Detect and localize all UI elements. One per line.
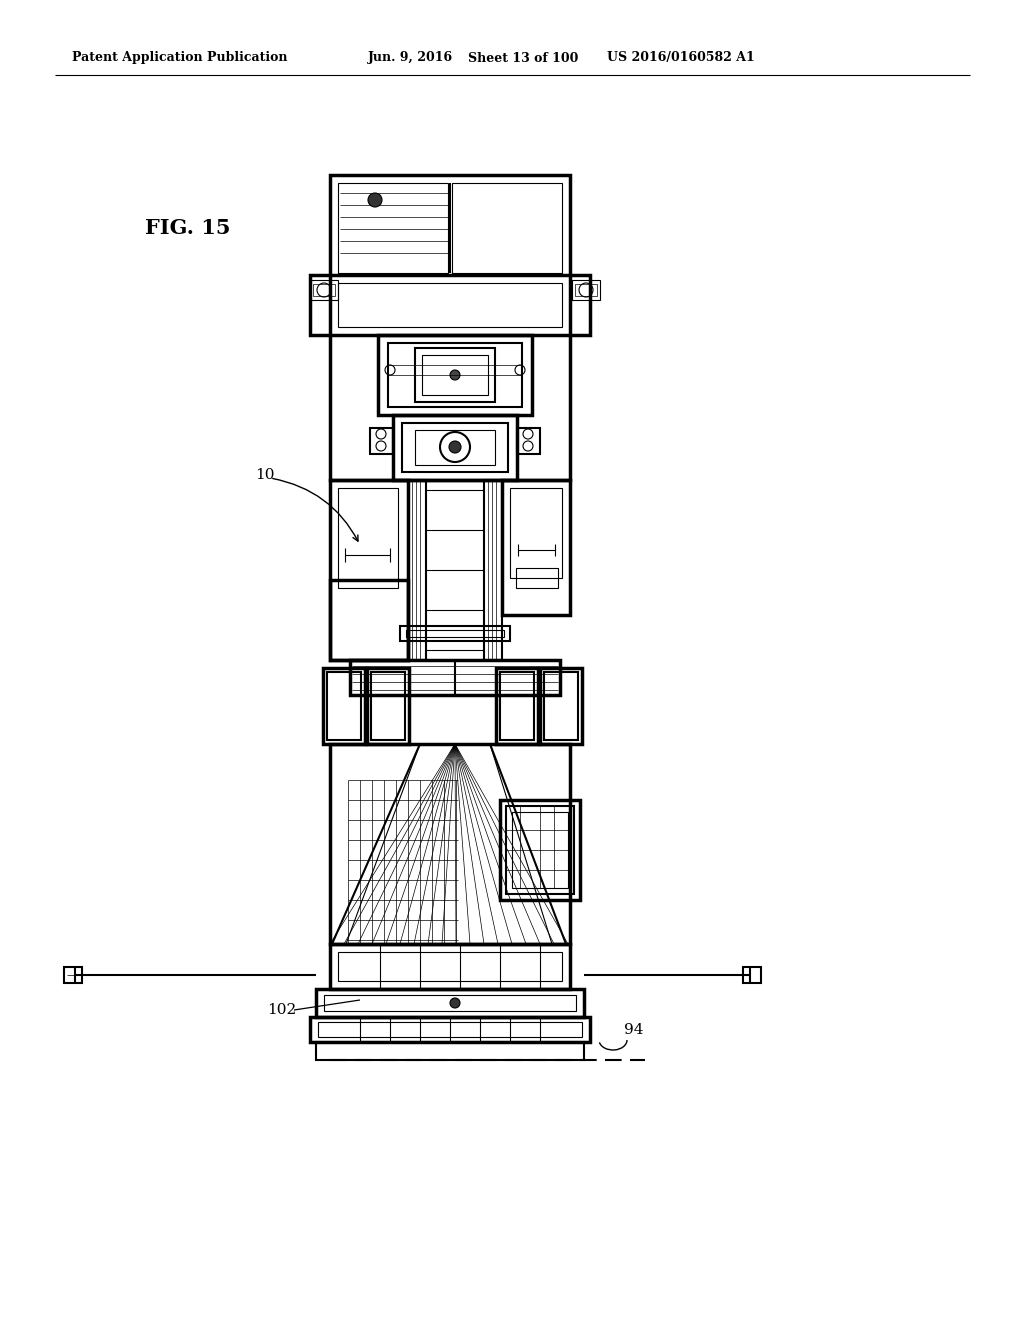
Bar: [330, 744, 570, 944]
Circle shape: [449, 441, 461, 453]
Text: Patent Application Publication: Patent Application Publication: [72, 51, 288, 65]
Bar: [512, 812, 568, 888]
Bar: [502, 480, 570, 615]
Bar: [500, 672, 534, 741]
Bar: [378, 335, 532, 414]
Bar: [350, 660, 560, 696]
Bar: [500, 800, 580, 900]
Text: US 2016/0160582 A1: US 2016/0160582 A1: [607, 51, 755, 65]
Bar: [572, 280, 600, 300]
Bar: [452, 183, 562, 273]
Bar: [330, 176, 570, 480]
Bar: [415, 430, 495, 465]
Bar: [313, 284, 335, 296]
Bar: [415, 348, 495, 403]
Bar: [516, 568, 558, 587]
Bar: [540, 668, 582, 744]
Text: Jun. 9, 2016: Jun. 9, 2016: [368, 51, 454, 65]
Bar: [63, 968, 82, 983]
Text: Sheet 13 of 100: Sheet 13 of 100: [468, 51, 579, 65]
Bar: [422, 355, 488, 395]
Bar: [316, 989, 584, 1016]
Bar: [544, 672, 578, 741]
Bar: [330, 480, 408, 660]
Circle shape: [450, 370, 460, 380]
Bar: [330, 944, 570, 989]
Circle shape: [368, 193, 382, 207]
Bar: [402, 422, 508, 473]
Text: 102: 102: [267, 1003, 296, 1016]
Bar: [496, 668, 538, 744]
Bar: [406, 630, 504, 638]
Circle shape: [450, 998, 460, 1008]
Text: FIG. 15: FIG. 15: [145, 218, 230, 238]
Bar: [316, 1041, 584, 1060]
Text: 94: 94: [624, 1023, 643, 1038]
Bar: [517, 428, 540, 454]
Bar: [327, 672, 361, 741]
Bar: [310, 280, 338, 300]
Bar: [388, 343, 522, 407]
Bar: [370, 428, 393, 454]
Bar: [330, 579, 408, 660]
Bar: [318, 1022, 582, 1038]
Bar: [506, 807, 574, 894]
Bar: [310, 1016, 590, 1041]
Bar: [367, 668, 409, 744]
Bar: [408, 480, 426, 660]
Bar: [743, 968, 761, 983]
Bar: [323, 668, 365, 744]
Bar: [575, 284, 597, 296]
Bar: [371, 672, 406, 741]
Bar: [310, 275, 590, 335]
Bar: [324, 995, 575, 1011]
Bar: [484, 480, 502, 660]
Bar: [338, 282, 562, 327]
Bar: [338, 183, 449, 273]
Bar: [400, 626, 510, 642]
Bar: [338, 488, 398, 587]
Bar: [510, 488, 562, 578]
Text: 10: 10: [255, 469, 274, 482]
Bar: [338, 952, 562, 981]
Bar: [393, 414, 517, 480]
